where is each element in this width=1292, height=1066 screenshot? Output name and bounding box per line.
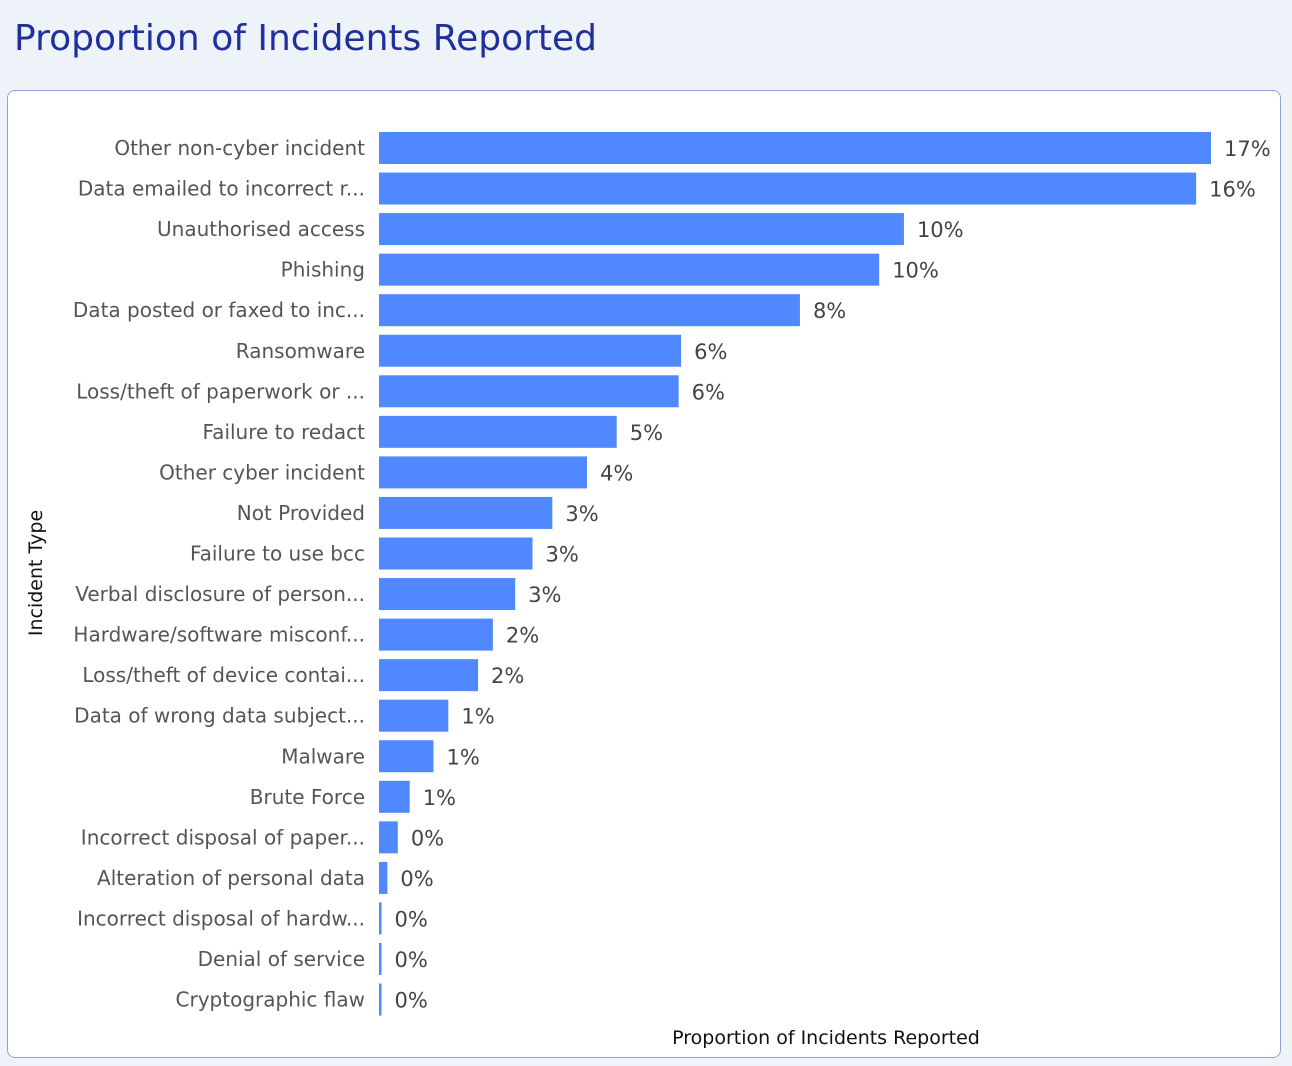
bar[interactable] bbox=[379, 740, 434, 773]
data-label: 1% bbox=[423, 786, 456, 810]
data-label: 1% bbox=[461, 705, 494, 729]
category-label: Failure to redact bbox=[203, 420, 366, 444]
x-axis-title: Proportion of Incidents Reported bbox=[672, 1027, 980, 1049]
bars-group bbox=[379, 132, 1211, 1016]
category-label: Verbal disclosure of person... bbox=[75, 582, 365, 606]
data-label: 10% bbox=[892, 259, 939, 283]
category-label: Data emailed to incorrect r... bbox=[78, 177, 365, 201]
category-label: Hardware/software misconf... bbox=[73, 623, 365, 647]
category-label: Incorrect disposal of paper... bbox=[81, 825, 365, 849]
data-label: 16% bbox=[1209, 178, 1256, 202]
category-label: Malware bbox=[281, 744, 365, 768]
category-label: Data posted or faxed to inc... bbox=[73, 298, 365, 322]
data-label: 3% bbox=[565, 502, 598, 526]
data-labels-group: 17%16%10%10%8%6%6%5%4%3%3%3%2%2%1%1%1%0%… bbox=[395, 137, 1271, 1013]
data-label: 6% bbox=[692, 380, 725, 404]
bar[interactable] bbox=[379, 699, 449, 732]
category-label: Other non-cyber incident bbox=[114, 136, 365, 160]
bar[interactable] bbox=[379, 578, 516, 611]
data-label: 0% bbox=[400, 867, 433, 891]
data-label: 4% bbox=[600, 461, 633, 485]
category-label: Failure to use bcc bbox=[190, 542, 365, 566]
data-label: 10% bbox=[917, 218, 964, 242]
bar[interactable] bbox=[379, 253, 880, 286]
data-label: 2% bbox=[506, 624, 539, 648]
bar[interactable] bbox=[379, 821, 398, 854]
category-label: Other cyber incident bbox=[159, 460, 365, 484]
data-label: 0% bbox=[395, 907, 428, 931]
bar[interactable] bbox=[379, 618, 493, 651]
category-label: Incorrect disposal of hardw... bbox=[77, 906, 365, 930]
data-label: 3% bbox=[528, 583, 561, 607]
bar[interactable] bbox=[379, 496, 553, 529]
bar[interactable] bbox=[379, 375, 679, 408]
category-label: Phishing bbox=[281, 258, 365, 282]
bar[interactable] bbox=[379, 294, 800, 327]
data-label: 0% bbox=[411, 826, 444, 850]
bar[interactable] bbox=[379, 537, 533, 570]
bar-chart: Other non-cyber incident Data emailed to … bbox=[25, 132, 1271, 1049]
category-labels-group: Other non-cyber incident Data emailed to … bbox=[73, 136, 365, 1012]
data-label: 0% bbox=[395, 948, 428, 972]
category-label: Data of wrong data subject... bbox=[74, 704, 365, 728]
category-label: Unauthorised access bbox=[157, 217, 365, 241]
bar[interactable] bbox=[379, 334, 682, 367]
data-label: 8% bbox=[813, 299, 846, 323]
bar[interactable] bbox=[379, 943, 382, 975]
data-label: 1% bbox=[446, 745, 479, 769]
chart-card: Other non-cyber incident Data emailed to … bbox=[7, 90, 1281, 1058]
page-title: Proportion of Incidents Reported bbox=[14, 18, 598, 59]
bar[interactable] bbox=[379, 132, 1211, 164]
category-label: Ransomware bbox=[236, 339, 365, 363]
bar[interactable] bbox=[379, 172, 1197, 205]
bar[interactable] bbox=[379, 456, 587, 489]
data-label: 0% bbox=[395, 989, 428, 1013]
data-label: 2% bbox=[491, 664, 524, 688]
bar[interactable] bbox=[379, 780, 410, 813]
bar[interactable] bbox=[379, 659, 479, 692]
category-label: Loss/theft of paperwork or ... bbox=[76, 379, 365, 403]
category-label: Cryptographic flaw bbox=[176, 988, 365, 1012]
category-label: Brute Force bbox=[250, 785, 365, 809]
data-label: 6% bbox=[694, 340, 727, 364]
data-label: 17% bbox=[1224, 137, 1271, 161]
bar[interactable] bbox=[379, 861, 388, 894]
bar[interactable] bbox=[379, 983, 382, 1016]
category-label: Denial of service bbox=[198, 947, 365, 971]
category-label: Not Provided bbox=[237, 501, 365, 525]
category-label: Alteration of personal data bbox=[97, 866, 365, 890]
data-label: 3% bbox=[546, 543, 579, 567]
category-label: Loss/theft of device contai... bbox=[82, 663, 365, 687]
bar[interactable] bbox=[379, 902, 382, 935]
data-label: 5% bbox=[630, 421, 663, 445]
y-axis-title: Incident Type bbox=[25, 510, 47, 636]
bar[interactable] bbox=[379, 415, 617, 448]
bar[interactable] bbox=[379, 213, 904, 246]
